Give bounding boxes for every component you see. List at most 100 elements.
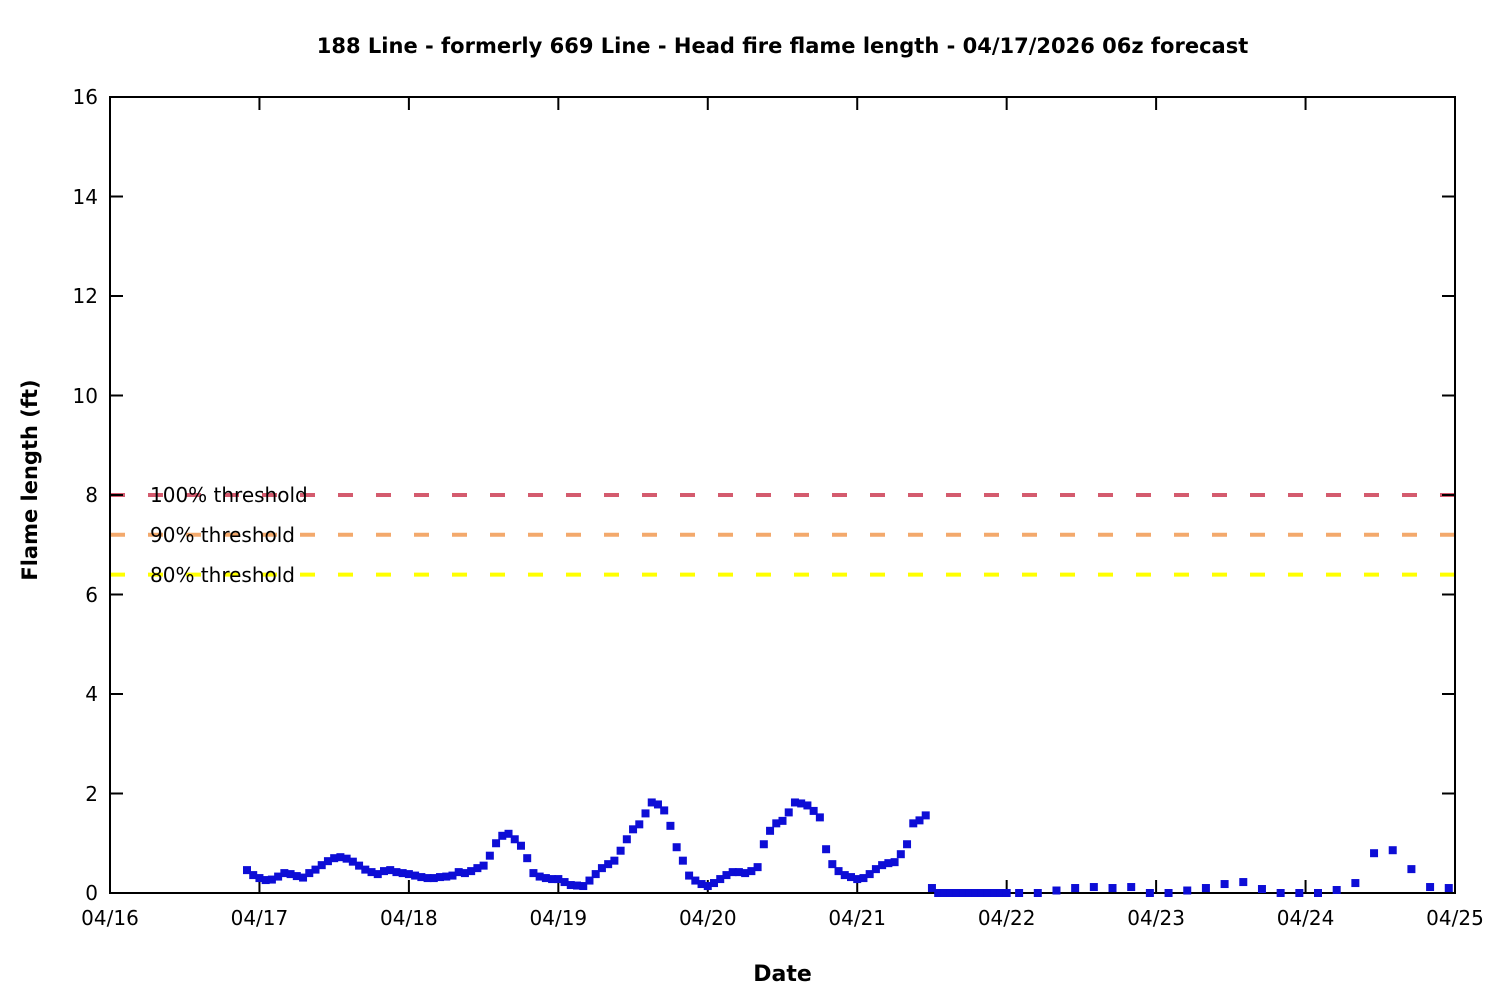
threshold-label-80: 80% threshold: [150, 562, 295, 587]
data-point: [809, 806, 818, 815]
data-point: [734, 868, 743, 877]
data-point: [716, 875, 725, 884]
data-point: [971, 889, 980, 897]
data-point: [242, 866, 251, 875]
data-point: [778, 816, 787, 825]
data-point: [292, 872, 301, 881]
data-point: [840, 871, 849, 880]
data-point: [660, 806, 669, 815]
data-point: [834, 867, 843, 876]
data-point: [616, 846, 625, 855]
data-point: [1332, 886, 1341, 895]
y-tick-label: 8: [85, 483, 98, 507]
data-point: [921, 811, 930, 820]
data-point: [267, 875, 276, 884]
data-point: [965, 889, 974, 897]
data-point: [460, 869, 469, 878]
y-tick-label: 14: [72, 184, 98, 209]
data-point: [828, 860, 837, 869]
data-point: [790, 798, 799, 807]
data-point: [691, 876, 700, 885]
data-point: [423, 874, 432, 883]
data-point: [305, 869, 314, 878]
x-tick-label: 04/16: [81, 906, 139, 930]
threshold-label-100: 100% threshold: [150, 483, 308, 507]
data-point: [448, 871, 457, 880]
data-point: [822, 845, 831, 854]
data-point: [560, 878, 569, 887]
data-point: [890, 858, 899, 867]
data-point: [927, 884, 936, 893]
x-tick-label: 04/18: [380, 906, 438, 930]
y-tick-label: 16: [72, 85, 98, 109]
data-point: [1002, 889, 1011, 897]
data-point: [647, 798, 656, 807]
threshold-label-90: 90% threshold: [150, 522, 295, 547]
data-point: [1145, 889, 1154, 897]
data-point: [983, 889, 992, 897]
data-point: [454, 868, 463, 877]
data-point: [703, 882, 712, 891]
data-point: [585, 876, 594, 885]
data-point: [878, 861, 887, 870]
data-point: [1314, 889, 1323, 897]
data-point: [417, 873, 426, 882]
x-tick-label: 04/23: [1127, 906, 1185, 930]
data-point: [342, 854, 351, 863]
data-point: [1033, 889, 1042, 897]
data-point: [1108, 884, 1117, 893]
data-point: [473, 864, 482, 873]
data-point: [404, 870, 413, 879]
data-point: [529, 869, 538, 878]
data-point: [1127, 883, 1136, 892]
data-point: [467, 867, 476, 876]
data-point: [1239, 878, 1248, 887]
data-point: [1351, 879, 1360, 888]
data-point: [1164, 889, 1173, 897]
data-point: [722, 871, 731, 880]
data-point: [853, 875, 862, 884]
data-point: [411, 871, 420, 880]
data-point: [429, 874, 438, 883]
data-point: [1071, 884, 1080, 893]
data-point: [299, 873, 308, 882]
data-point: [629, 825, 638, 834]
data-point: [579, 882, 588, 891]
data-point: [1089, 883, 1098, 892]
data-point: [286, 870, 295, 879]
data-point: [1052, 886, 1061, 895]
data-point: [504, 829, 513, 838]
data-point: [622, 835, 631, 844]
data-point: [871, 865, 880, 874]
data-point: [1257, 885, 1266, 894]
data-point: [554, 875, 563, 884]
data-point: [261, 876, 270, 885]
data-point: [516, 841, 525, 850]
data-point: [498, 831, 507, 840]
data-point: [573, 881, 582, 890]
data-point: [797, 799, 806, 808]
data-point: [1295, 889, 1304, 897]
data-point: [249, 871, 258, 880]
data-point: [1388, 846, 1397, 855]
plot-border: [109, 96, 1456, 894]
y-tick-label: 2: [85, 781, 98, 806]
data-point: [672, 843, 681, 852]
data-point: [336, 853, 345, 862]
data-point: [865, 870, 874, 879]
x-axis-title: Date: [753, 962, 812, 987]
data-point: [398, 869, 407, 878]
data-point: [392, 868, 401, 877]
data-point: [641, 809, 650, 818]
data-point: [990, 889, 999, 897]
data-point: [541, 874, 550, 883]
data-point: [685, 871, 694, 880]
data-point: [1444, 884, 1453, 893]
x-tick-label: 04/21: [828, 906, 887, 930]
data-point: [1276, 889, 1285, 897]
data-point: [996, 889, 1005, 897]
data-point: [330, 854, 339, 863]
data-point: [535, 872, 544, 881]
data-point: [1407, 865, 1416, 874]
